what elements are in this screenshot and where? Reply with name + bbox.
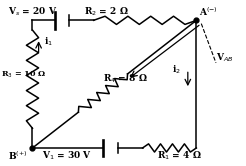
Text: R$_3$ = 10 Ω: R$_3$ = 10 Ω — [1, 69, 46, 80]
Text: B$^{(+)}$: B$^{(+)}$ — [8, 150, 28, 162]
Text: V$_1$ = 30 V: V$_1$ = 30 V — [42, 150, 92, 162]
Text: R$_4$ = 8 Ω: R$_4$ = 8 Ω — [103, 73, 148, 85]
Text: V$_{AB}$: V$_{AB}$ — [216, 52, 233, 64]
Text: i$_2$: i$_2$ — [172, 63, 181, 76]
Text: A$^{(-)}$: A$^{(-)}$ — [199, 6, 218, 18]
Text: R$_2$ = 2 Ω: R$_2$ = 2 Ω — [84, 6, 128, 18]
Text: R$_1$ = 4 Ω: R$_1$ = 4 Ω — [157, 150, 202, 162]
Text: V$_s$ = 20 V: V$_s$ = 20 V — [8, 6, 57, 18]
Text: i$_1$: i$_1$ — [44, 35, 52, 48]
